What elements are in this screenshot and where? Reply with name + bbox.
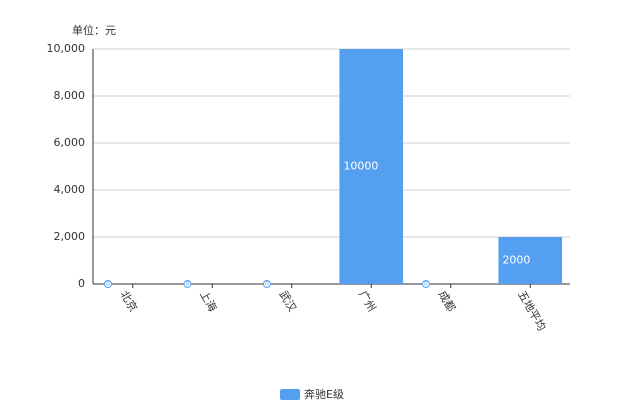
x-tick-label: 武汉 (277, 289, 299, 315)
x-tick-label: 成都 (436, 289, 458, 315)
data-label: 2000 (502, 254, 530, 267)
bar (498, 237, 563, 284)
data-label: 0 (186, 281, 190, 288)
legend-label: 奔驰E级 (304, 387, 344, 401)
x-tick-label: 广州 (356, 289, 378, 315)
data-label: 0 (106, 281, 110, 288)
y-tick-label: 0 (78, 277, 85, 290)
data-label-badge (183, 280, 192, 288)
y-tick-label: 10,000 (47, 42, 86, 55)
y-tick-label: 6,000 (54, 136, 86, 149)
x-tick-label: 上海 (197, 288, 220, 314)
data-label: 0 (424, 281, 428, 288)
data-label: 0 (265, 281, 269, 288)
bar (339, 49, 404, 284)
y-tick-label: 2,000 (54, 230, 86, 243)
data-label-badge (421, 280, 430, 288)
y-tick-label: 4,000 (54, 183, 86, 196)
x-tick-label: 五地平均 (515, 289, 548, 334)
x-tick-label: 北京 (118, 288, 141, 314)
legend-swatch (280, 389, 300, 400)
data-label-badge (103, 280, 112, 288)
data-label-badge (262, 280, 271, 288)
unit-label: 单位：元 (72, 23, 116, 37)
y-tick-label: 8,000 (54, 89, 86, 102)
data-label: 10000 (343, 160, 378, 173)
